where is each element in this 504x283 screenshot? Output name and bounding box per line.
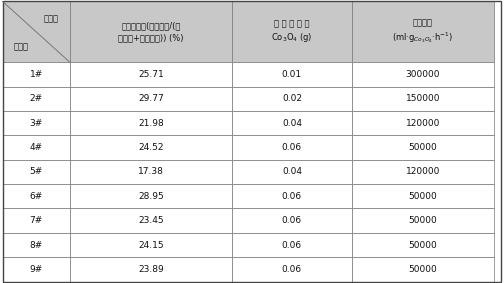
Text: 0.04: 0.04	[282, 168, 302, 176]
Text: 50000: 50000	[409, 265, 437, 274]
Text: 0.06: 0.06	[282, 143, 302, 152]
Text: 0.04: 0.04	[282, 119, 302, 128]
Text: 23.45: 23.45	[138, 216, 164, 225]
Text: 8#: 8#	[30, 241, 43, 250]
Bar	[3, 233, 70, 257]
Bar	[352, 257, 494, 282]
Bar	[352, 87, 494, 111]
Text: 24.52: 24.52	[138, 143, 164, 152]
Bar	[3, 111, 70, 135]
Bar	[70, 184, 232, 209]
Bar	[70, 111, 232, 135]
Bar	[232, 111, 352, 135]
Text: 0.06: 0.06	[282, 241, 302, 250]
Bar	[232, 209, 352, 233]
Bar	[3, 87, 70, 111]
Text: 17.38: 17.38	[138, 168, 164, 176]
Text: 1#: 1#	[30, 70, 43, 79]
Bar	[352, 62, 494, 87]
Bar	[352, 135, 494, 160]
Bar	[352, 233, 494, 257]
Bar	[232, 62, 352, 87]
Text: 23.89: 23.89	[138, 265, 164, 274]
Bar	[232, 184, 352, 209]
Bar	[70, 135, 232, 160]
Text: 3#: 3#	[30, 119, 43, 128]
Text: 50000: 50000	[409, 216, 437, 225]
Text: 涂层负载量(涂层质量/(涂
层质量+载体重量)) (%): 涂层负载量(涂层质量/(涂 层质量+载体重量)) (%)	[118, 22, 184, 42]
Bar	[232, 87, 352, 111]
Bar	[3, 62, 70, 87]
Bar	[3, 209, 70, 233]
Text: 7#: 7#	[30, 216, 43, 225]
Bar	[3, 184, 70, 209]
Bar	[3, 257, 70, 282]
Text: 4#: 4#	[30, 143, 43, 152]
Bar	[352, 111, 494, 135]
Bar	[352, 184, 494, 209]
Text: 21.98: 21.98	[138, 119, 164, 128]
Text: 120000: 120000	[406, 168, 440, 176]
Text: 50000: 50000	[409, 143, 437, 152]
Text: 0.06: 0.06	[282, 216, 302, 225]
Text: 0.01: 0.01	[282, 70, 302, 79]
Text: 24.15: 24.15	[138, 241, 164, 250]
Bar	[232, 233, 352, 257]
Bar	[3, 135, 70, 160]
Text: 50000: 50000	[409, 192, 437, 201]
Bar	[70, 257, 232, 282]
Text: 0.06: 0.06	[282, 265, 302, 274]
Bar	[352, 160, 494, 184]
Bar	[70, 160, 232, 184]
Text: 28.95: 28.95	[138, 192, 164, 201]
Bar	[70, 233, 232, 257]
Text: 催化剂: 催化剂	[14, 42, 29, 52]
Text: 0.02: 0.02	[282, 94, 302, 103]
Bar	[232, 160, 352, 184]
Text: 负载量: 负载量	[43, 14, 58, 23]
Bar	[352, 209, 494, 233]
Text: 2#: 2#	[30, 94, 43, 103]
Text: 29.77: 29.77	[138, 94, 164, 103]
Bar	[232, 135, 352, 160]
Bar	[3, 160, 70, 184]
Bar	[232, 257, 352, 282]
Bar	[70, 87, 232, 111]
Text: 300000: 300000	[406, 70, 440, 79]
Text: 6#: 6#	[30, 192, 43, 201]
Text: 负 载 涂 层 中
Co$_3$O$_4$ (g): 负 载 涂 层 中 Co$_3$O$_4$ (g)	[271, 20, 312, 44]
Text: 5#: 5#	[30, 168, 43, 176]
Text: 120000: 120000	[406, 119, 440, 128]
Bar	[70, 62, 232, 87]
Text: 50000: 50000	[409, 241, 437, 250]
Text: 150000: 150000	[406, 94, 440, 103]
Bar	[70, 209, 232, 233]
Text: 25.71: 25.71	[138, 70, 164, 79]
Text: 0.06: 0.06	[282, 192, 302, 201]
Text: 质量空速
(ml·g$_{Co_3O_4}$·h$^{-1}$): 质量空速 (ml·g$_{Co_3O_4}$·h$^{-1}$)	[392, 18, 454, 45]
Text: 9#: 9#	[30, 265, 43, 274]
